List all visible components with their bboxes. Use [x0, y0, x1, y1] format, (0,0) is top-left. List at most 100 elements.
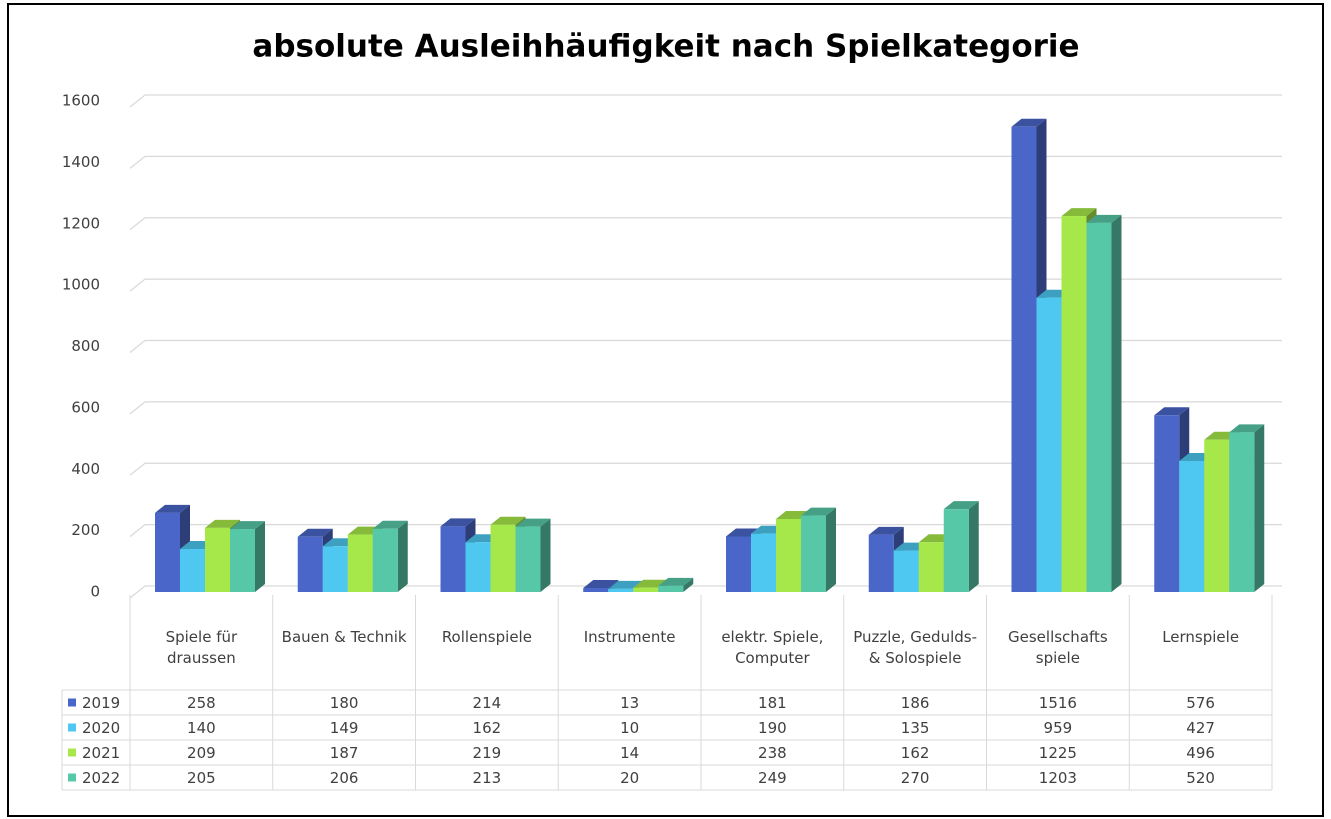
table-value: 181	[758, 694, 787, 712]
bar-top	[1229, 424, 1265, 433]
category-label: Gesellschafts spiele	[1008, 628, 1108, 667]
bar-top	[1086, 214, 1122, 223]
bar-top	[297, 528, 333, 537]
bar	[893, 550, 919, 592]
bar-top	[515, 518, 551, 527]
bar-top	[1154, 407, 1190, 416]
bar-top	[155, 504, 190, 513]
category-label: Lernspiele	[1162, 628, 1239, 646]
y-tick-label: 200	[71, 521, 100, 539]
table-value: 187	[330, 744, 359, 762]
bar	[490, 524, 516, 592]
bar	[347, 534, 373, 592]
chart-title: absolute Ausleihhäufigkeit nach Spielkat…	[252, 29, 1079, 65]
bar-side	[683, 577, 694, 592]
table-value: 135	[901, 719, 930, 737]
y-tick-label: 1400	[62, 153, 100, 171]
bar-side	[540, 518, 551, 592]
bar-side	[1111, 214, 1122, 592]
table-value: 258	[187, 694, 216, 712]
table-value: 190	[758, 719, 787, 737]
bar-top	[868, 526, 904, 535]
grid-line	[129, 155, 1282, 169]
grid-line	[129, 217, 1282, 231]
category-label: Puzzle, Gedulds-& Solospiele	[853, 628, 977, 667]
bar-side	[397, 520, 408, 592]
table-value: 214	[473, 694, 502, 712]
table-value: 14	[620, 744, 639, 762]
table-value: 427	[1186, 719, 1215, 737]
bar-top	[801, 507, 836, 516]
bar	[205, 527, 230, 592]
bar-side	[255, 521, 265, 592]
category-label: Instrumente	[584, 628, 676, 646]
bar-side	[968, 501, 979, 592]
legend-label: 2022	[82, 769, 120, 787]
table-value: 20	[620, 769, 639, 787]
table-value: 213	[473, 769, 502, 787]
bar-top	[1011, 118, 1047, 127]
table-value: 496	[1186, 744, 1215, 762]
table-value: 238	[758, 744, 787, 762]
bar	[1061, 216, 1087, 592]
bar-top	[440, 518, 476, 527]
bar	[1036, 297, 1062, 592]
table-value: 209	[187, 744, 216, 762]
bar	[583, 588, 609, 592]
legend-swatch	[68, 723, 76, 732]
y-tick-label: 0	[90, 583, 100, 601]
grid-line	[129, 94, 1282, 108]
table-value: 149	[330, 719, 359, 737]
bar-top	[372, 520, 408, 529]
bar	[180, 549, 205, 592]
bar-top	[490, 516, 526, 525]
table-value: 10	[620, 719, 639, 737]
bar	[1204, 439, 1230, 592]
table-value: 1225	[1039, 744, 1077, 762]
grid-line	[129, 462, 1282, 476]
bar	[440, 526, 466, 592]
bar	[726, 536, 751, 592]
y-tick-label: 800	[71, 337, 100, 355]
bar	[1011, 126, 1037, 592]
table-value: 140	[187, 719, 216, 737]
bar-top	[1061, 208, 1097, 217]
bar-top	[658, 577, 694, 586]
bar-top	[943, 501, 979, 510]
bar	[918, 542, 944, 592]
bar	[1229, 432, 1255, 592]
table-value: 162	[901, 744, 930, 762]
table-value: 219	[473, 744, 502, 762]
table-value: 206	[330, 769, 359, 787]
bar	[465, 542, 491, 592]
bar-side	[826, 507, 836, 592]
table-value: 13	[620, 694, 639, 712]
legend-label: 2020	[82, 719, 120, 737]
table-value: 1516	[1039, 694, 1077, 712]
grid-line	[129, 339, 1282, 353]
bar-side	[1254, 424, 1265, 592]
table-value: 576	[1186, 694, 1215, 712]
bar	[297, 536, 323, 592]
table-value: 180	[330, 694, 359, 712]
category-label: elektr. Spiele, Computer	[721, 628, 823, 667]
legend-label: 2019	[82, 694, 120, 712]
bar	[372, 528, 398, 592]
bar	[322, 546, 348, 592]
table-value: 959	[1044, 719, 1073, 737]
y-tick-label: 1000	[62, 276, 100, 294]
bar-top	[205, 519, 240, 528]
y-tick-label: 1200	[62, 214, 100, 232]
bar	[1086, 222, 1112, 592]
legend-label: 2021	[82, 744, 120, 762]
legend-swatch	[68, 748, 76, 757]
table-value: 270	[901, 769, 930, 787]
y-tick-label: 1600	[62, 92, 100, 110]
grid-line	[129, 524, 1282, 538]
table-value: 162	[473, 719, 502, 737]
bar	[1154, 415, 1180, 592]
legend-swatch	[68, 698, 76, 707]
grid-line	[129, 401, 1282, 415]
bar	[1179, 460, 1205, 592]
